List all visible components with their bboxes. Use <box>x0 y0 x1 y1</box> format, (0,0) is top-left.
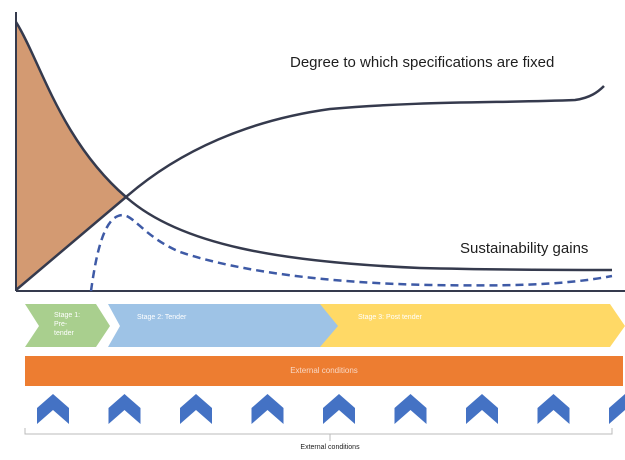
stage-3-arrow <box>320 304 625 347</box>
up-chevron-icon <box>609 394 625 424</box>
up-chevron-icon <box>37 394 69 424</box>
stage-2-label: Stage 2: Tender <box>137 314 187 321</box>
footer-label: External conditions <box>300 444 360 451</box>
stage-1-label: Stage 1: Pre-tender <box>54 312 81 337</box>
up-chevron-icon <box>251 394 284 424</box>
up-chevron-icon <box>537 394 570 424</box>
sustainability-gains-label: Sustainability gains <box>460 240 589 257</box>
stage-2-arrow <box>108 304 340 347</box>
external-conditions-bar <box>25 356 623 386</box>
stage-3-label: Stage 3: Post tender <box>358 314 422 321</box>
specifications-curve <box>15 85 605 291</box>
bracket <box>24 428 613 441</box>
specifications-label: Degree to which specifications are fixed <box>290 54 555 71</box>
up-chevron-icon <box>394 394 427 424</box>
decreasing-curve <box>14 21 613 272</box>
external-conditions-bar-label: External conditions <box>290 366 358 375</box>
up-chevron-icon <box>323 394 355 424</box>
up-chevron-icon <box>180 394 212 424</box>
up-chevron-icon <box>466 394 498 424</box>
stage-1-arrow <box>25 304 110 347</box>
chevron-row <box>37 394 625 424</box>
up-chevron-icon <box>108 394 141 424</box>
sustainability-gains-curve <box>89 213 613 292</box>
shaded-area <box>16 22 126 290</box>
